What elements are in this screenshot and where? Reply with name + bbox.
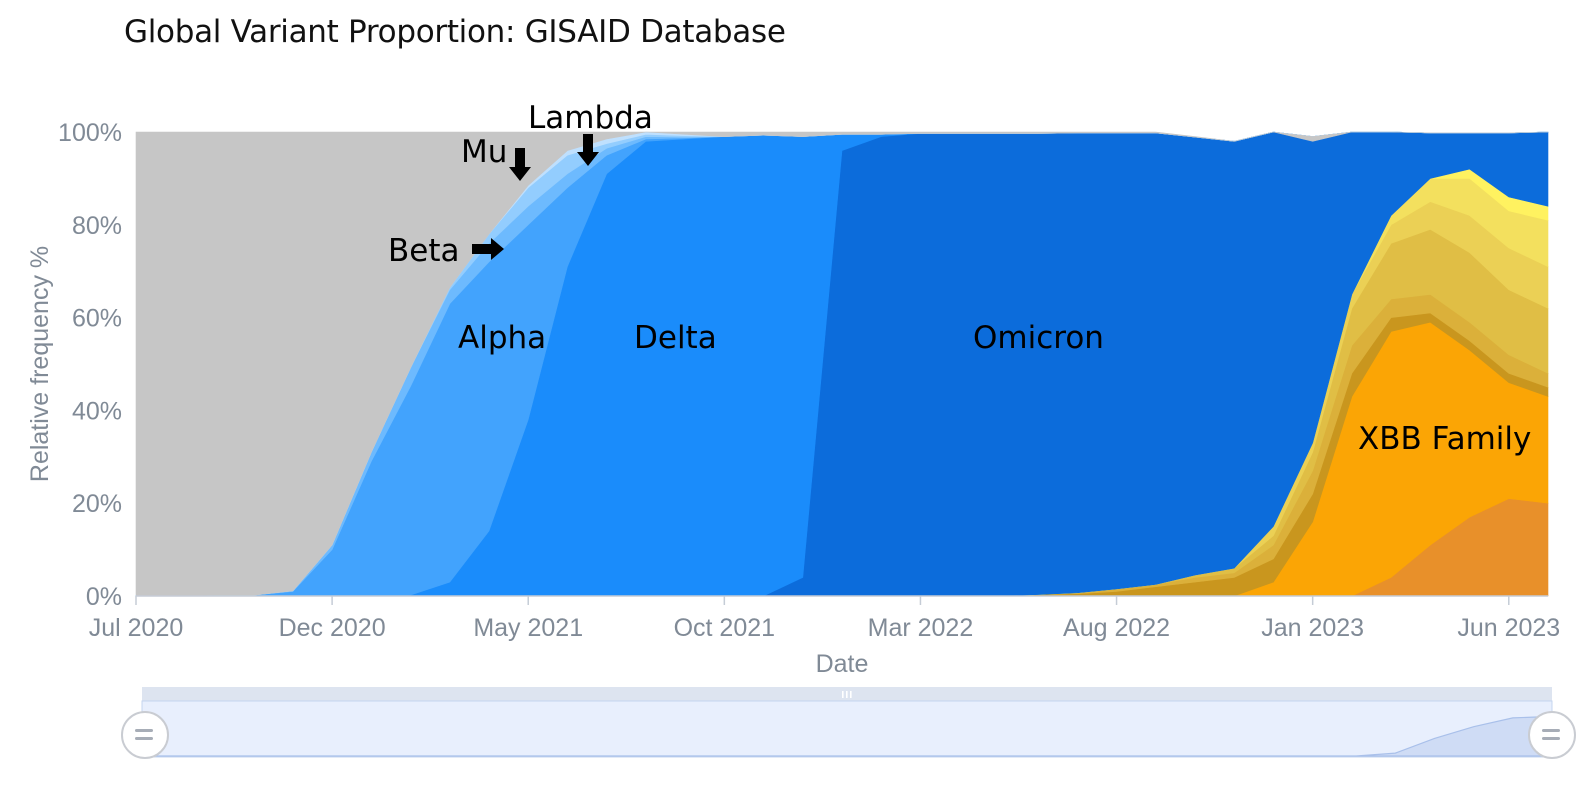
x-tick-label: Jan 2023 — [1261, 614, 1364, 642]
x-tick-label: Dec 2020 — [279, 614, 386, 642]
beta-arrow-icon — [472, 238, 504, 260]
x-tick-label: Oct 2021 — [674, 614, 775, 642]
navigator-right-handle[interactable] — [1528, 711, 1576, 759]
y-tick-label: 80% — [72, 212, 122, 240]
annotation-xbb-family: XBB Family — [1358, 421, 1531, 457]
navigator-overview-series — [142, 715, 1553, 757]
lambda-arrow-icon — [577, 134, 599, 166]
annotation-delta: Delta — [634, 320, 717, 356]
range-navigator[interactable] — [121, 687, 1576, 759]
annotation-lambda: Lambda — [528, 100, 653, 136]
navigator-left-handle[interactable] — [121, 711, 169, 759]
annotation-mu: Mu — [461, 134, 507, 170]
y-tick-label: 40% — [72, 397, 122, 425]
drag-handle-icon — [135, 729, 153, 740]
x-axis-ticks: Jul 2020 Dec 2020 May 2021 Oct 2021 Mar 2022… — [89, 596, 1560, 642]
x-tick-label: Jul 2020 — [89, 614, 184, 642]
navigator-window[interactable] — [141, 700, 1553, 758]
area-layers — [135, 131, 1549, 597]
y-tick-label: 100% — [58, 119, 122, 147]
mu-arrow-icon — [509, 148, 531, 181]
x-axis-title: Date — [816, 650, 869, 678]
chart-title: Global Variant Proportion: GISAID Databa… — [124, 14, 786, 50]
area-series-layer-14 — [135, 131, 1549, 596]
variant-labels: Alpha Delta Omicron XBB Family Beta Mu L… — [388, 100, 1531, 457]
x-tick-label: Aug 2022 — [1063, 614, 1170, 642]
scrollbar-grip-icon[interactable] — [842, 691, 852, 698]
y-axis-title: Relative frequency % — [26, 246, 54, 482]
x-tick-label: Jun 2023 — [1457, 614, 1560, 642]
y-axis-ticks: 0% 20% 40% 60% 80% 100% — [58, 119, 122, 611]
x-tick-label: Mar 2022 — [868, 614, 974, 642]
drag-handle-icon — [1542, 729, 1560, 740]
y-tick-label: 60% — [72, 305, 122, 333]
annotation-omicron: Omicron — [973, 320, 1104, 356]
y-tick-label: 0% — [86, 583, 122, 611]
x-tick-label: May 2021 — [473, 614, 583, 642]
y-tick-label: 20% — [72, 490, 122, 518]
annotation-beta: Beta — [388, 233, 460, 269]
annotation-alpha: Alpha — [458, 320, 546, 356]
